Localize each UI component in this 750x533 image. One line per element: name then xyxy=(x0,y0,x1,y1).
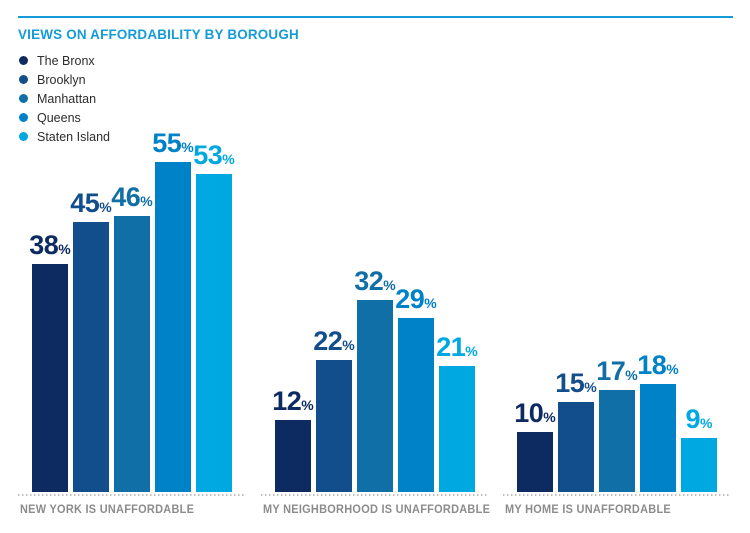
legend-item: Brooklyn xyxy=(19,70,110,89)
bar-value-label: 32% xyxy=(354,266,396,296)
percent-sign: % xyxy=(99,199,112,215)
percent-sign: % xyxy=(301,397,314,413)
bar xyxy=(32,264,68,492)
bar-value-label: 53% xyxy=(193,140,235,170)
bar xyxy=(439,366,475,492)
bar-row: 12% 22% 32% 29% 21% xyxy=(272,266,478,492)
bar-group: 38% 45% 46% 55% 53% NEW YORK IS UNAFFORDABLE xyxy=(18,126,245,516)
legend-label: Brooklyn xyxy=(37,72,86,87)
legend-dot xyxy=(19,75,28,84)
legend-dot xyxy=(19,94,28,103)
bar xyxy=(114,216,150,492)
percent-sign: % xyxy=(140,193,153,209)
bar-value-label: 9% xyxy=(685,404,713,434)
bar-value-label: 45% xyxy=(70,188,112,218)
bar xyxy=(357,300,393,492)
bar xyxy=(558,402,594,492)
legend-label: Manhattan xyxy=(37,91,97,106)
bar-value-label: 10% xyxy=(514,398,556,428)
bar-column: 18% xyxy=(637,350,679,492)
bar-column: 32% xyxy=(354,266,396,492)
chart-title: VIEWS ON AFFORDABILITY BY BOROUGH xyxy=(18,26,299,42)
legend-dot xyxy=(19,113,28,122)
bar-column: 45% xyxy=(70,188,112,492)
bar xyxy=(316,360,352,492)
group-dotted-line xyxy=(261,494,488,496)
group-label: NEW YORK IS UNAFFORDABLE xyxy=(20,504,195,516)
bar xyxy=(599,390,635,492)
bar-column: 12% xyxy=(272,386,314,492)
bar xyxy=(640,384,676,492)
legend-label: The Bronx xyxy=(37,53,95,68)
bar xyxy=(398,318,434,492)
percent-sign: % xyxy=(543,409,556,425)
bar-column: 15% xyxy=(555,368,597,492)
bar-value-label: 21% xyxy=(436,332,478,362)
percent-sign: % xyxy=(465,343,478,359)
bar-value-label: 38% xyxy=(29,230,71,260)
bar-group: 10% 15% 17% 18% 9% MY HOME IS UNAFFORDABLE xyxy=(503,126,730,516)
percent-sign: % xyxy=(383,277,396,293)
bar-value-label: 46% xyxy=(111,182,153,212)
bar-value-label: 22% xyxy=(313,326,355,356)
bar-column: 38% xyxy=(29,230,71,492)
bar xyxy=(196,174,232,492)
percent-sign: % xyxy=(625,367,638,383)
bar-column: 21% xyxy=(436,332,478,492)
bar-column: 22% xyxy=(313,326,355,492)
bar xyxy=(155,162,191,492)
bar-column: 53% xyxy=(193,140,235,492)
bar-row: 38% 45% 46% 55% 53% xyxy=(29,128,235,492)
bar-value-label: 29% xyxy=(395,284,437,314)
bar-column: 9% xyxy=(681,406,717,492)
bar-column: 29% xyxy=(395,284,437,492)
group-label: MY HOME IS UNAFFORDABLE xyxy=(505,504,671,516)
bar xyxy=(681,438,717,492)
legend-dot xyxy=(19,132,28,141)
percent-sign: % xyxy=(700,415,713,431)
bar xyxy=(73,222,109,492)
legend-item: Staten Island xyxy=(19,127,110,146)
legend-item: Manhattan xyxy=(19,89,110,108)
bar-column: 55% xyxy=(152,128,194,492)
group-dotted-line xyxy=(503,494,730,496)
bar-value-label: 17% xyxy=(596,356,638,386)
legend-label: Staten Island xyxy=(37,129,110,144)
legend-item: Queens xyxy=(19,108,110,127)
bar-column: 10% xyxy=(514,398,556,492)
bar-value-label: 12% xyxy=(272,386,314,416)
percent-sign: % xyxy=(666,361,679,377)
bar-value-label: 18% xyxy=(637,350,679,380)
percent-sign: % xyxy=(424,295,437,311)
percent-sign: % xyxy=(181,139,194,155)
bar-row: 10% 15% 17% 18% 9% xyxy=(514,350,717,492)
bar xyxy=(275,420,311,492)
legend: The Bronx Brooklyn Manhattan Queens Staten I… xyxy=(19,51,110,146)
title-rule xyxy=(18,16,733,18)
group-dotted-line xyxy=(18,494,245,496)
bar-group: 12% 22% 32% 29% 21% MY NEIGHBORHOOD IS UNAFFO… xyxy=(261,126,490,516)
percent-sign: % xyxy=(584,379,597,395)
bar-value-label: 15% xyxy=(555,368,597,398)
percent-sign: % xyxy=(222,151,235,167)
percent-sign: % xyxy=(342,337,355,353)
legend-label: Queens xyxy=(37,110,81,125)
legend-item: The Bronx xyxy=(19,51,110,70)
bar-column: 46% xyxy=(111,182,153,492)
legend-dot xyxy=(19,56,28,65)
percent-sign: % xyxy=(58,241,71,257)
group-label: MY NEIGHBORHOOD IS UNAFFORDABLE xyxy=(263,504,491,516)
bar-value-label: 55% xyxy=(152,128,194,158)
bar-column: 17% xyxy=(596,356,638,492)
bar xyxy=(517,432,553,492)
